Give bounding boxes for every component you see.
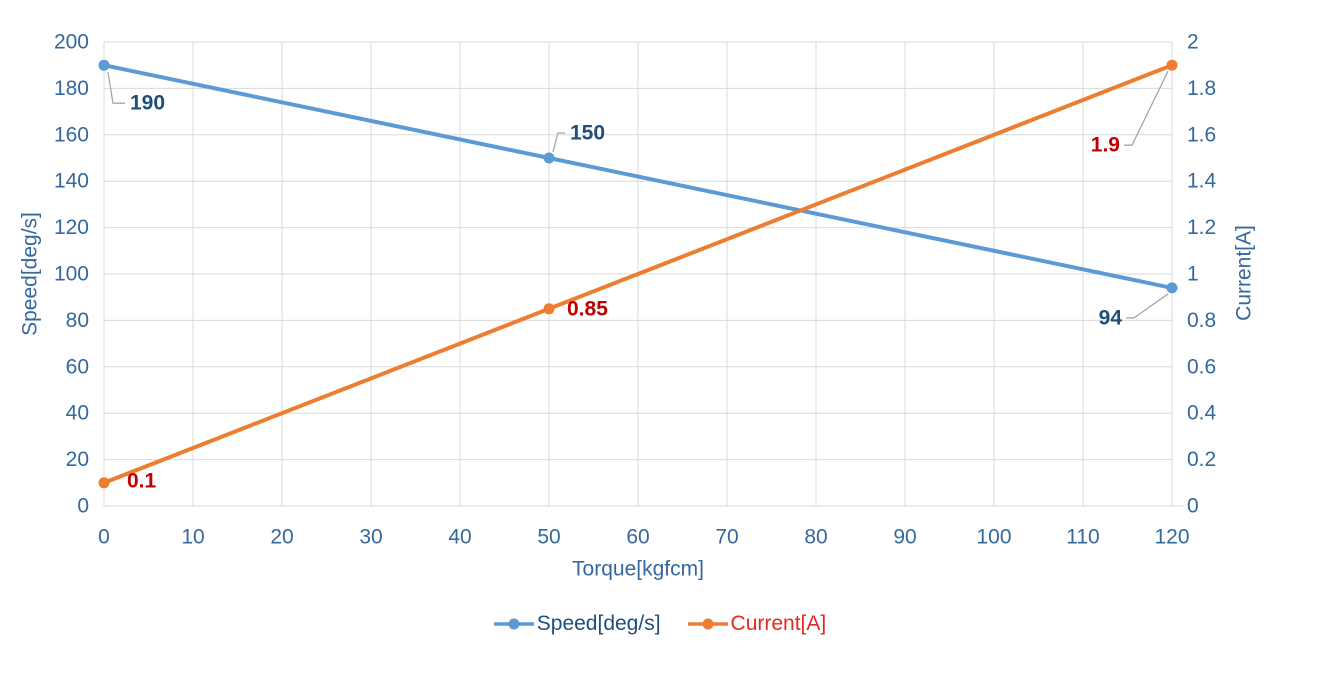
data-point: [98, 477, 110, 489]
x-tick-label: 0: [98, 526, 110, 549]
y-left-tick-label: 60: [66, 355, 89, 378]
torque-speed-current-chart[interactable]: 02040608010012014016018020000.20.40.60.8…: [0, 0, 1320, 600]
data-label: 94: [1099, 306, 1123, 329]
data-label: 0.1: [127, 469, 157, 492]
data-label: 150: [570, 122, 605, 145]
data-label-leader-line: [107, 72, 125, 104]
x-tick-label: 70: [715, 526, 738, 549]
y-right-tick-label: 0.6: [1187, 355, 1216, 378]
y-left-tick-label: 180: [54, 77, 89, 100]
x-tick-label: 30: [359, 526, 382, 549]
y-right-tick-label: 0.2: [1187, 448, 1216, 471]
y-left-tick-label: 160: [54, 123, 89, 146]
data-point: [98, 59, 110, 71]
x-tick-label: 110: [1066, 526, 1099, 549]
legend-item-current[interactable]: Current[A]: [687, 612, 827, 636]
y-left-tick-label: 80: [66, 309, 89, 332]
x-tick-label: 60: [626, 526, 649, 549]
data-point: [543, 152, 555, 164]
legend-label-current: Current[A]: [730, 612, 827, 635]
y-right-tick-label: 2: [1187, 31, 1199, 54]
y-left-tick-label: 0: [77, 495, 89, 518]
y-left-tick-label: 40: [66, 402, 89, 425]
y-right-tick-label: 0.8: [1187, 309, 1216, 332]
legend-marker-current-icon: [687, 618, 728, 630]
y-left-tick-label: 200: [54, 31, 89, 54]
y-left-tick-label: 140: [54, 170, 89, 193]
y-right-tick-label: 1.4: [1187, 170, 1217, 193]
y-right-tick-label: 0: [1187, 495, 1199, 518]
y-axis-title-left: Speed[deg/s]: [19, 212, 42, 336]
data-point: [543, 303, 555, 315]
data-label: 1.9: [1091, 134, 1120, 157]
data-point: [1166, 59, 1178, 71]
legend-item-speed[interactable]: Speed[deg/s]: [493, 612, 661, 636]
chart-legend: Speed[deg/s] Current[A]: [0, 612, 1320, 636]
y-left-tick-label: 20: [66, 448, 89, 471]
x-axis-title: Torque[kgfcm]: [572, 558, 704, 581]
y-left-tick-label: 120: [54, 216, 89, 239]
y-right-tick-label: 1.2: [1187, 216, 1216, 239]
x-tick-label: 10: [181, 526, 204, 549]
legend-marker-speed-icon: [493, 618, 534, 630]
y-right-tick-label: 1.6: [1187, 123, 1216, 146]
y-right-tick-label: 1: [1187, 263, 1199, 286]
data-label: 190: [130, 92, 165, 115]
data-label-leader-line: [1126, 293, 1169, 319]
x-tick-label: 120: [1154, 526, 1189, 549]
x-tick-label: 90: [893, 526, 916, 549]
data-label-leader-line: [552, 132, 565, 153]
data-label-leader-line: [1124, 70, 1169, 146]
data-label: 0.85: [567, 297, 608, 320]
x-tick-label: 50: [537, 526, 560, 549]
y-right-tick-label: 0.4: [1187, 402, 1217, 425]
y-axis-title-right: Current[A]: [1233, 225, 1256, 321]
data-point: [1166, 282, 1178, 294]
x-tick-label: 80: [804, 526, 827, 549]
y-left-tick-label: 100: [54, 263, 89, 286]
y-right-tick-label: 1.8: [1187, 77, 1216, 100]
x-tick-label: 20: [270, 526, 293, 549]
x-tick-label: 40: [448, 526, 471, 549]
legend-label-speed: Speed[deg/s]: [536, 612, 661, 635]
x-tick-label: 100: [976, 526, 1011, 549]
